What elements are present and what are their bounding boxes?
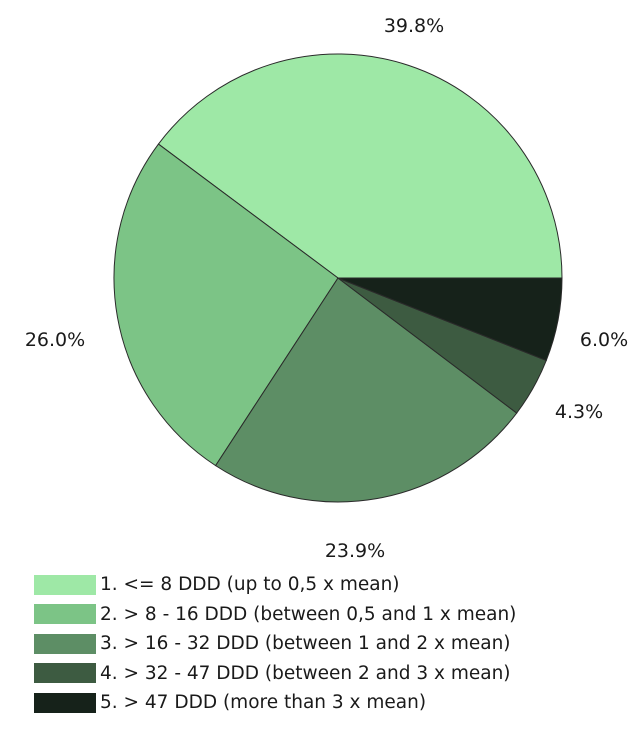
slice-label-1: 39.8% bbox=[384, 15, 444, 37]
slice-label-5: 6.0% bbox=[580, 329, 628, 351]
legend-label-2: 2. > 8 - 16 DDD (between 0,5 and 1 x mea… bbox=[100, 603, 517, 625]
legend-item-3: 3. > 16 - 32 DDD (between 1 and 2 x mean… bbox=[34, 629, 634, 659]
legend-label-4: 4. > 32 - 47 DDD (between 2 and 3 x mean… bbox=[100, 662, 511, 684]
pie-slice-2 bbox=[113, 143, 339, 467]
legend-swatch-4 bbox=[34, 663, 96, 684]
legend-item-4: 4. > 32 - 47 DDD (between 2 and 3 x mean… bbox=[34, 659, 634, 689]
legend-label-3: 3. > 16 - 32 DDD (between 1 and 2 x mean… bbox=[100, 633, 511, 655]
legend-item-5: 5. > 47 DDD (more than 3 x mean) bbox=[34, 688, 634, 718]
pie-slice-3 bbox=[214, 277, 518, 503]
pie-slices bbox=[113, 53, 563, 503]
legend: 1. <= 8 DDD (up to 0,5 x mean) 2. > 8 - … bbox=[34, 570, 634, 718]
pie-data-labels: 39.8% 26.0% 23.9% 4.3% 6.0% bbox=[25, 15, 628, 560]
pie-slice-5 bbox=[337, 277, 563, 362]
pie-slice-1 bbox=[157, 53, 563, 279]
slice-label-4: 4.3% bbox=[555, 401, 603, 423]
legend-item-1: 1. <= 8 DDD (up to 0,5 x mean) bbox=[34, 570, 634, 600]
legend-swatch-3 bbox=[34, 633, 96, 654]
legend-swatch-2 bbox=[34, 604, 96, 625]
pie-chart: 39.8% 26.0% 23.9% 4.3% 6.0% bbox=[25, 15, 628, 560]
slice-label-2: 26.0% bbox=[25, 329, 85, 351]
legend-label-1: 1. <= 8 DDD (up to 0,5 x mean) bbox=[100, 574, 400, 596]
legend-swatch-1 bbox=[34, 574, 96, 595]
slice-label-3: 23.9% bbox=[325, 540, 385, 560]
legend-item-2: 2. > 8 - 16 DDD (between 0,5 and 1 x mea… bbox=[34, 600, 634, 630]
legend-label-5: 5. > 47 DDD (more than 3 x mean) bbox=[100, 692, 427, 714]
legend-swatch-5 bbox=[34, 692, 96, 713]
